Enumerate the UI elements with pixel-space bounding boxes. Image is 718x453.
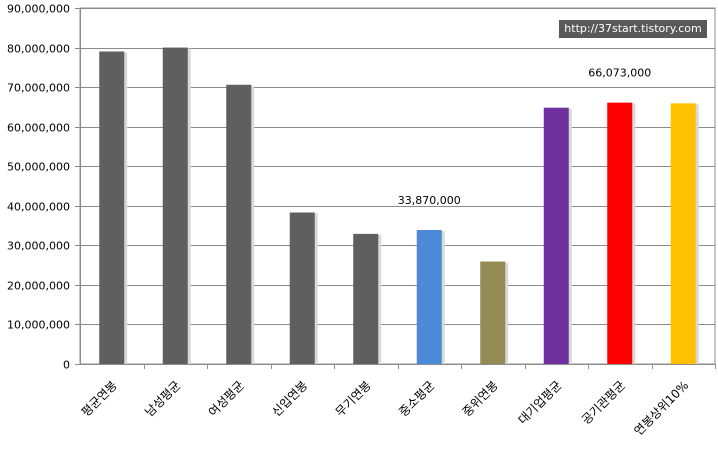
x-tick-label: 신입연봉 [269, 378, 310, 419]
bar [99, 51, 125, 365]
bar [543, 107, 569, 365]
bar [289, 212, 315, 364]
x-tick-label: 무기연봉 [333, 378, 374, 419]
x-tick-label: 중위연봉 [460, 378, 501, 419]
x-tick-label: 평균연봉 [79, 378, 120, 419]
y-tick-label: 40,000,000 [7, 201, 70, 214]
x-tick-label: 연봉상위10% [631, 378, 691, 438]
y-tick-label: 0 [63, 359, 70, 372]
y-tick-label: 10,000,000 [7, 319, 70, 332]
bar [353, 233, 379, 364]
y-tick-label: 50,000,000 [7, 161, 70, 174]
bar [226, 84, 252, 364]
y-tick-label: 90,000,000 [7, 3, 70, 16]
bar [162, 47, 188, 365]
y-tick-label: 30,000,000 [7, 240, 70, 253]
data-label: 66,073,000 [588, 67, 651, 80]
y-tick-label: 20,000,000 [7, 280, 70, 293]
y-tick-label: 80,000,000 [7, 43, 70, 56]
x-tick-label: 여성평균 [206, 378, 247, 419]
bar [480, 261, 506, 364]
watermark-url: http://37start.tistory.com [559, 20, 707, 38]
bar [670, 103, 696, 364]
data-label: 33,870,000 [398, 194, 461, 207]
bar [416, 230, 442, 364]
x-tick-label: 중소평균 [396, 378, 437, 419]
bar [607, 102, 633, 364]
x-tick-label: 공기관평균 [579, 378, 628, 427]
x-tick-label: 남성평균 [142, 378, 183, 419]
y-tick-label: 70,000,000 [7, 82, 70, 95]
x-tick-label: 대기업평균 [515, 378, 564, 427]
y-tick-label: 60,000,000 [7, 122, 70, 135]
